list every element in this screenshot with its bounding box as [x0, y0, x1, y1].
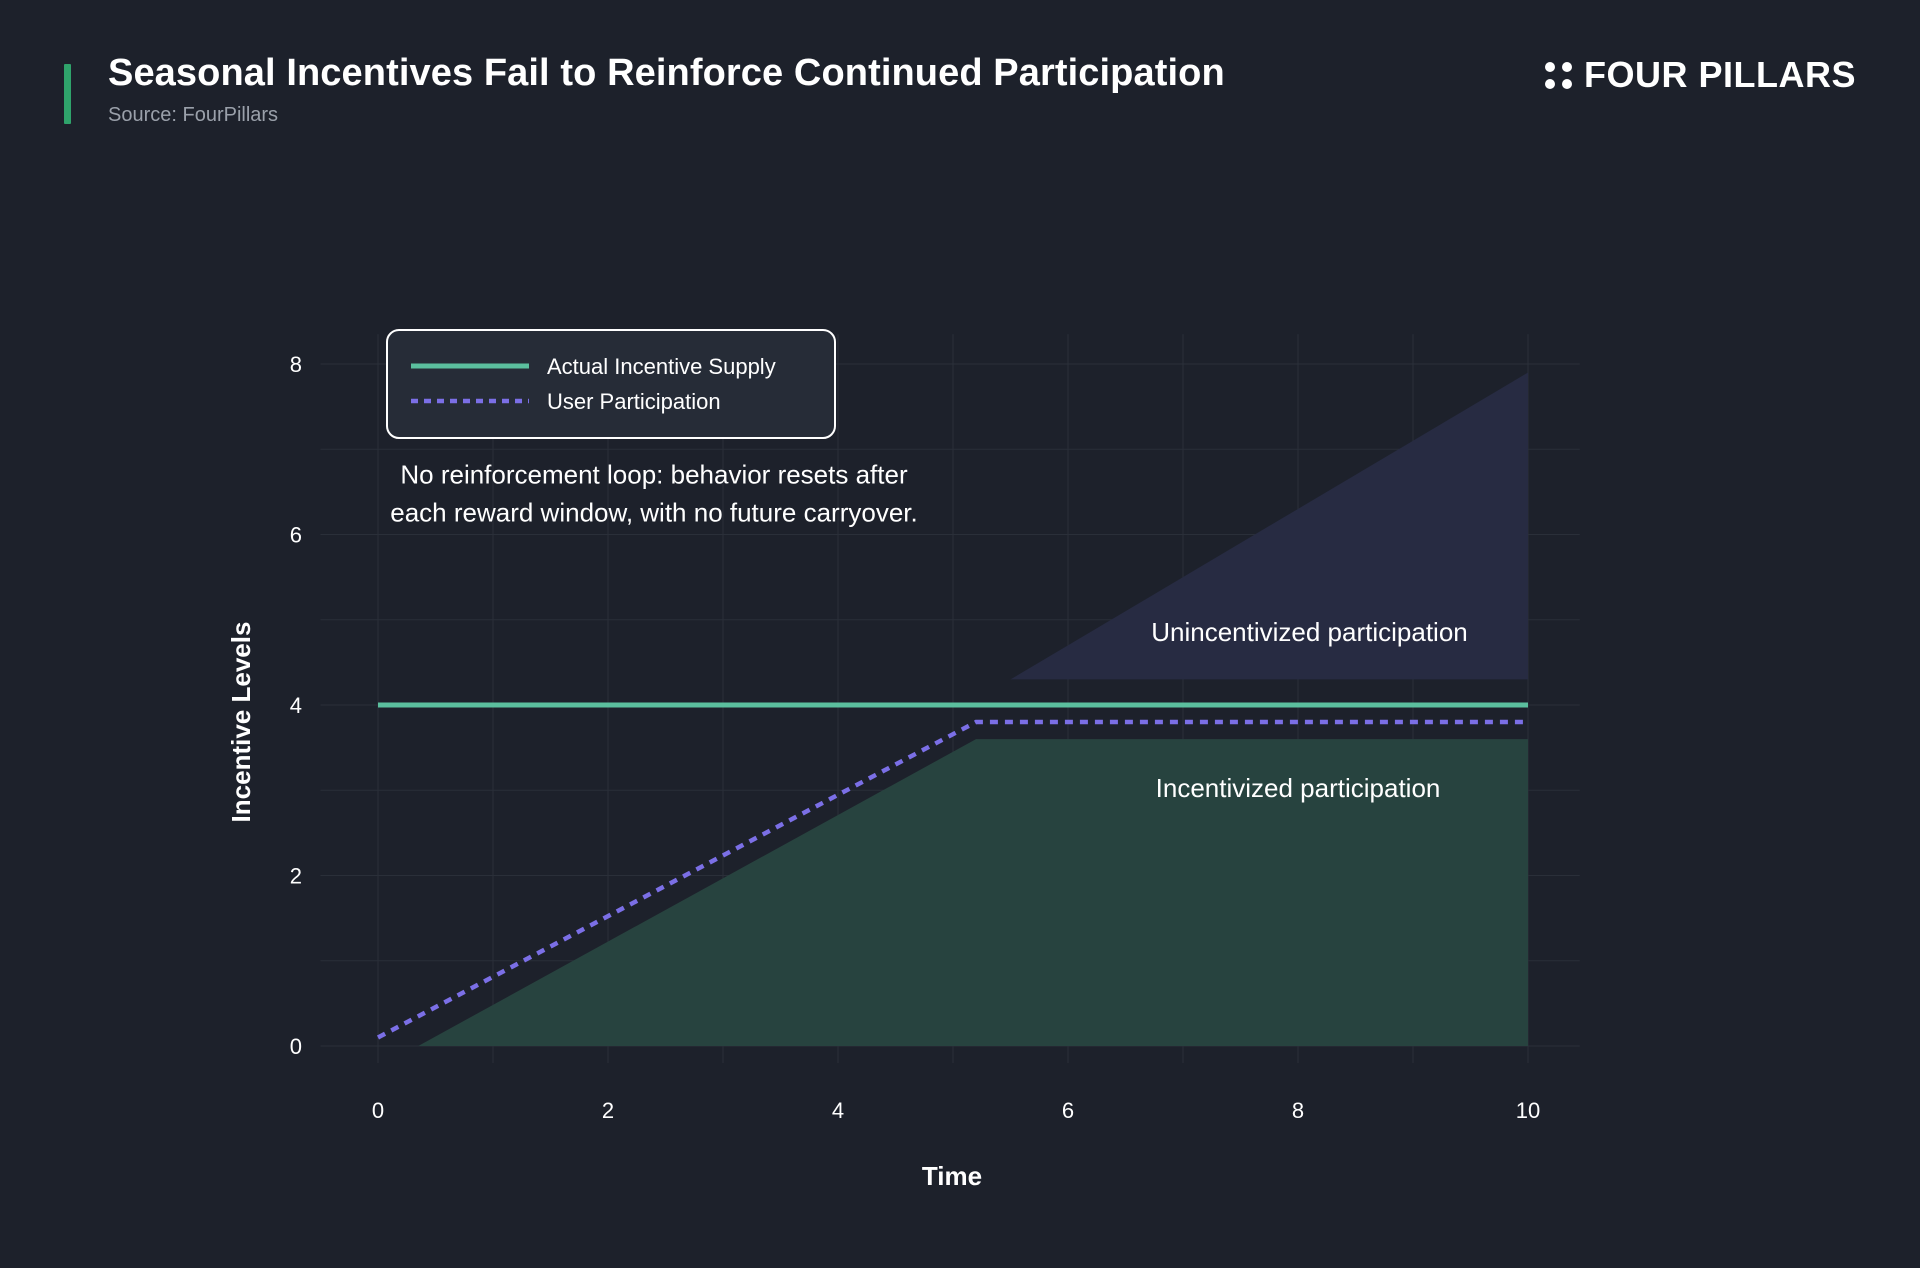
y-tick-label: 8: [290, 352, 302, 377]
y-tick-label: 4: [290, 693, 302, 718]
x-tick-label: 0: [372, 1098, 384, 1123]
region-unincentivized-participation: [1010, 372, 1528, 680]
chart-regions: [418, 372, 1528, 1046]
y-tick-label: 6: [290, 523, 302, 548]
annotation-line: each reward window, with no future carry…: [390, 497, 917, 527]
chart-series: [376, 702, 1528, 1040]
chart-annotation: Incentivized participation: [1156, 773, 1441, 803]
x-tick-label: 6: [1062, 1098, 1074, 1123]
y-tick-label: 2: [290, 864, 302, 889]
chart-annotation: Unincentivized participation: [1151, 617, 1468, 647]
chart-annotation: No reinforcement loop: behavior resets a…: [390, 459, 917, 527]
brand-logo: FOUR PILLARS: [1545, 54, 1856, 96]
source-label: Source: FourPillars: [108, 104, 279, 126]
brand-name: FOUR PILLARS: [1584, 54, 1856, 95]
title-accent-bar: [64, 64, 71, 124]
x-tick-label: 8: [1292, 1098, 1304, 1123]
x-axis-label: Time: [922, 1161, 982, 1191]
page-title: Seasonal Incentives Fail to Reinforce Co…: [108, 52, 1225, 94]
legend-box: [386, 329, 836, 439]
four-dots-icon: [1545, 61, 1572, 89]
series-line-user-participation: [376, 719, 1528, 1040]
legend: Actual Incentive Supply User Participatio…: [386, 329, 836, 439]
y-tick-label: 0: [290, 1034, 302, 1059]
chart-annotations: No reinforcement loop: behavior resets a…: [390, 459, 1468, 803]
axis-ticks: 0 2 4 6 8 10 0 2 4 6 8: [290, 352, 1540, 1123]
annotation-line: No reinforcement loop: behavior resets a…: [400, 459, 908, 489]
x-tick-label: 4: [832, 1098, 844, 1123]
region-incentivized-participation: [418, 739, 1528, 1046]
x-tick-label: 10: [1516, 1098, 1540, 1123]
x-tick-label: 2: [602, 1098, 614, 1123]
legend-label: Actual Incentive Supply: [547, 354, 776, 379]
legend-label: User Participation: [547, 389, 721, 414]
y-axis-label: Incentive Levels: [226, 622, 256, 823]
